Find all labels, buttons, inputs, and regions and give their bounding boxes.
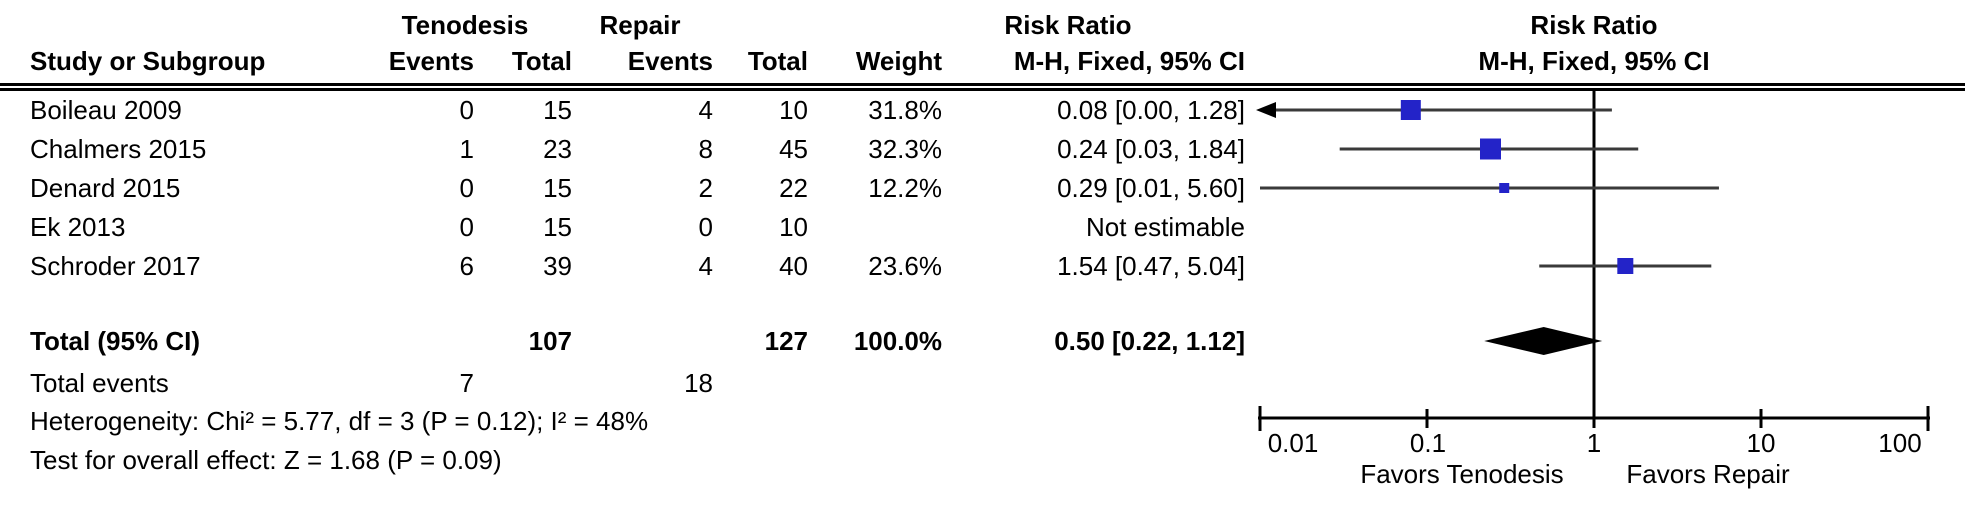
exp-total: 15	[543, 173, 572, 203]
weight-value: 23.6%	[868, 251, 942, 281]
total-row: Total (95% CI) 107 127 100.0% 0.50 [0.22…	[0, 322, 1965, 360]
total-events-ctl: 18	[684, 368, 713, 398]
axis-tick-label: 1	[1586, 428, 1602, 458]
exp-events: 0	[459, 95, 474, 125]
study-name: Denard 2015	[30, 173, 181, 203]
total-events-exp: 7	[459, 368, 474, 398]
table-row: Chalmers 2015 1 23 8 45 32.3% 0.24 [0.03…	[0, 130, 1965, 168]
ci-text: 0.08 [0.00, 1.28]	[1057, 95, 1245, 125]
study-name: Schroder 2017	[30, 251, 201, 281]
ci-text: 1.54 [0.47, 5.04]	[1057, 251, 1245, 281]
overall-effect-row: Test for overall effect: Z = 1.68 (P = 0…	[0, 441, 1965, 479]
ci-text: Not estimable	[1086, 212, 1245, 242]
ctl-events: 2	[698, 173, 713, 203]
total-events-row: Total events 7 18	[0, 364, 1965, 402]
total-ctl-total: 127	[764, 326, 808, 356]
ctl-events: 4	[698, 95, 713, 125]
exp-events: 0	[459, 212, 474, 242]
weight-column-header: Weight	[855, 46, 942, 76]
ctl-events: 0	[698, 212, 713, 242]
ctl-total: 45	[779, 134, 808, 164]
total2-column-header: Total	[747, 46, 808, 76]
ci-text: 0.24 [0.03, 1.84]	[1057, 134, 1245, 164]
weight-value: 31.8%	[868, 95, 942, 125]
total-ci-text: 0.50 [0.22, 1.12]	[1054, 326, 1245, 356]
table-row: Schroder 2017 6 39 4 40 23.6% 1.54 [0.47…	[0, 247, 1965, 285]
arrow-left-icon	[1256, 102, 1276, 118]
exp-total: 23	[543, 134, 572, 164]
ctl-total: 10	[779, 95, 808, 125]
exp-events: 6	[459, 251, 474, 281]
overall-effect-text: Test for overall effect: Z = 1.68 (P = 0…	[30, 445, 502, 475]
group1-header: Tenodesis	[401, 10, 529, 40]
ctl-total: 22	[779, 173, 808, 203]
total1-column-header: Total	[511, 46, 572, 76]
ctl-events: 8	[698, 134, 713, 164]
favors-left-label: Favors Tenodesis	[1360, 459, 1564, 489]
exp-total: 39	[543, 251, 572, 281]
table-row: Ek 2013 0 15 0 10 Not estimable	[0, 208, 1965, 246]
weight-value: 32.3%	[868, 134, 942, 164]
total-exp-total: 107	[528, 326, 572, 356]
ctl-total: 40	[779, 251, 808, 281]
table-row: Boileau 2009 0 15 4 10 31.8% 0.08 [0.00,…	[0, 91, 1965, 129]
table-row: Denard 2015 0 15 2 22 12.2% 0.29 [0.01, …	[0, 169, 1965, 207]
heterogeneity-row: Heterogeneity: Chi² = 5.77, df = 3 (P = …	[0, 402, 1965, 440]
exp-total: 15	[543, 212, 572, 242]
total-events-label: Total events	[30, 368, 169, 398]
ctl-total: 10	[779, 212, 808, 242]
effect-header-right: Risk Ratio	[1530, 10, 1658, 40]
exp-events: 1	[459, 134, 474, 164]
heterogeneity-text: Heterogeneity: Chi² = 5.77, df = 3 (P = …	[30, 406, 649, 436]
study-name: Chalmers 2015	[30, 134, 207, 164]
axis-tick-label: 0.01	[1267, 428, 1319, 458]
events2-column-header: Events	[627, 46, 713, 76]
ctl-events: 4	[698, 251, 713, 281]
group2-header: Repair	[599, 10, 681, 40]
events1-column-header: Events	[388, 46, 474, 76]
axis-tick-label: 100	[1878, 428, 1922, 458]
header-separator	[0, 83, 1965, 91]
favors-right-label: Favors Repair	[1626, 459, 1790, 489]
ci-text: 0.29 [0.01, 5.60]	[1057, 173, 1245, 203]
weight-value: 12.2%	[868, 173, 942, 203]
ci-column-header-right: M-H, Fixed, 95% CI	[1478, 46, 1710, 76]
study-column-header: Study or Subgroup	[30, 46, 266, 76]
study-name: Ek 2013	[30, 212, 126, 242]
ci-column-header-left: M-H, Fixed, 95% CI	[1013, 46, 1245, 76]
effect-marker	[1479, 138, 1501, 160]
effect-marker	[1617, 258, 1634, 274]
study-name: Boileau 2009	[30, 95, 182, 125]
effect-marker	[1400, 100, 1421, 120]
axis-tick-label: 10	[1746, 428, 1776, 458]
effect-header-left: Risk Ratio	[1004, 10, 1132, 40]
total-label: Total (95% CI)	[30, 326, 200, 356]
exp-events: 0	[459, 173, 474, 203]
total-weight: 100.0%	[853, 326, 942, 356]
axis-tick-label: 0.1	[1409, 428, 1447, 458]
effect-marker	[1499, 183, 1510, 193]
exp-total: 15	[543, 95, 572, 125]
pooled-diamond	[1484, 327, 1603, 355]
